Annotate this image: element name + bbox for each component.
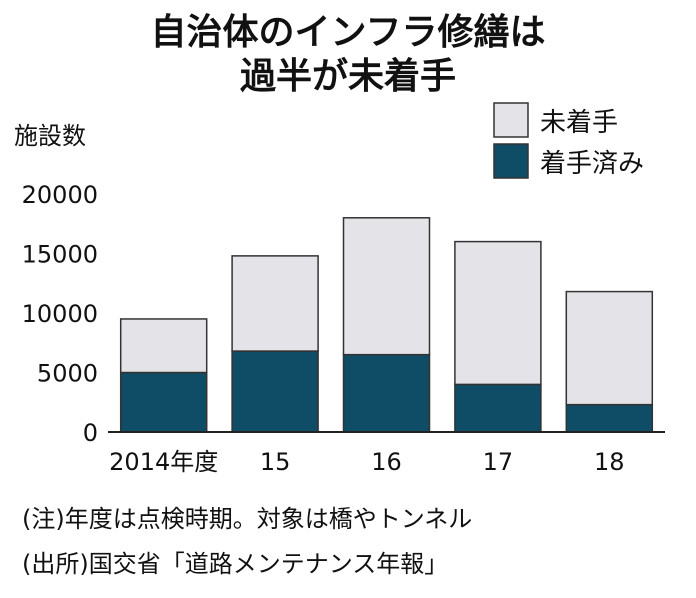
y-tick-label: 10000 — [22, 300, 98, 328]
legend-swatch-not-started — [493, 102, 529, 138]
y-axis-label: 施設数 — [14, 122, 86, 150]
legend: 未着手 着手済み — [493, 102, 644, 179]
bar-segment — [454, 240, 542, 386]
legend-label-not-started: 未着手 — [540, 108, 618, 138]
x-tick-label: 2014年度 — [109, 448, 218, 476]
x-tick-label: 15 — [260, 448, 291, 476]
bar-segment — [119, 371, 208, 433]
bar-segment — [119, 318, 208, 374]
bar-segment — [342, 217, 431, 356]
bar-segment — [342, 353, 431, 433]
x-tick-label: 18 — [594, 448, 625, 476]
footnote-note: (注)年度は点検時期。対象は橋やトンネル — [22, 505, 472, 533]
bar-segment — [565, 403, 654, 433]
chart-title-line-1: 自治体のインフラ修繕は — [151, 12, 546, 53]
footnote-source: (出所)国交省「道路メンテナンス年報」 — [22, 550, 448, 578]
y-tick-label: 15000 — [22, 241, 98, 269]
legend-label-started: 着手済み — [540, 149, 644, 179]
y-tick-label: 5000 — [37, 360, 98, 388]
legend-swatch-started — [493, 143, 529, 179]
bar-segment — [565, 290, 654, 406]
x-tick-label: 16 — [371, 448, 402, 476]
bar-segment — [231, 350, 319, 433]
bars — [119, 217, 654, 433]
x-axis-ticks: 2014年度 15 16 17 18 — [109, 448, 624, 476]
y-tick-label: 0 — [83, 419, 98, 447]
chart-title-line-2: 過半が未着手 — [240, 56, 456, 97]
y-tick-label: 20000 — [22, 181, 98, 209]
x-tick-label: 17 — [483, 448, 514, 476]
bar-segment — [454, 383, 542, 433]
y-axis-ticks: 0 5000 10000 15000 20000 — [22, 181, 98, 447]
bar-segment — [231, 255, 319, 352]
